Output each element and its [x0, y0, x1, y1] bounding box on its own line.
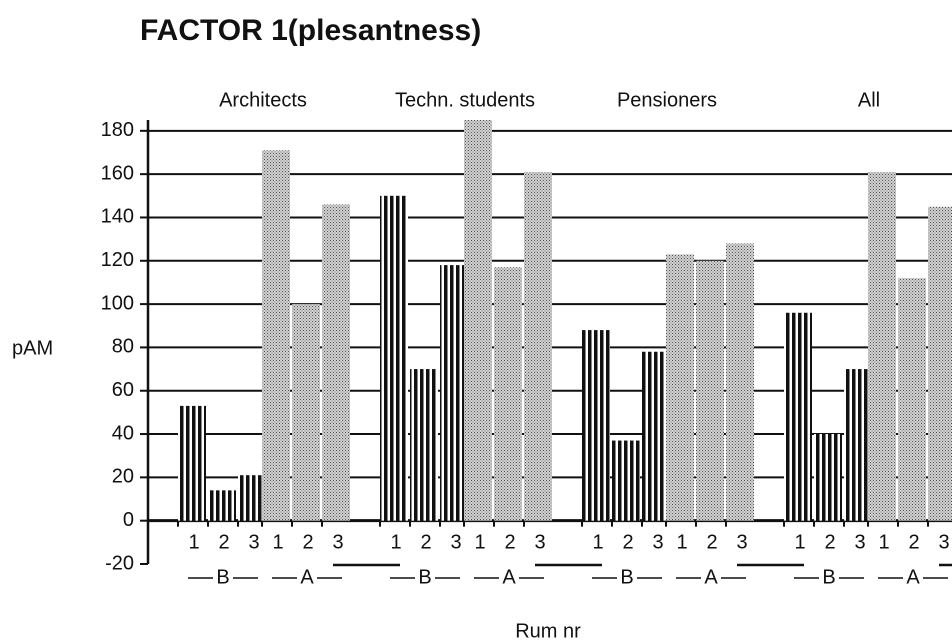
group-label: Architects — [219, 89, 307, 111]
bar — [464, 120, 492, 521]
bar — [322, 204, 350, 521]
bar — [208, 490, 236, 521]
x-tick-label: 3 — [332, 531, 343, 553]
y-axis-label: pAM — [12, 337, 53, 359]
bar — [642, 351, 670, 521]
x-tick-label: 2 — [908, 531, 919, 553]
bar — [410, 369, 438, 521]
chart-title: FACTOR 1(plesantness) — [140, 14, 481, 47]
bar — [868, 171, 896, 521]
subgroup-label: A — [502, 566, 516, 588]
y-tick-label: 60 — [112, 379, 134, 401]
bar — [238, 475, 266, 521]
subgroup-label: B — [620, 566, 633, 588]
bar — [380, 195, 408, 521]
subgroup-label: A — [906, 566, 920, 588]
bar — [898, 278, 926, 521]
x-axis-label: Rum nr — [515, 620, 581, 642]
x-tick-label: 2 — [218, 531, 229, 553]
subgroup-label: B — [216, 566, 229, 588]
subgroup-label: B — [822, 566, 835, 588]
bar — [666, 254, 694, 521]
y-tick-label: 0 — [123, 509, 134, 531]
x-tick-label: 1 — [474, 531, 485, 553]
y-tick-label: 40 — [112, 422, 134, 444]
bar — [440, 265, 468, 521]
bar — [726, 243, 754, 521]
x-tick-label: 3 — [736, 531, 747, 553]
bar — [262, 150, 290, 521]
group-label: Pensioners — [617, 89, 717, 111]
x-tick-label: 1 — [676, 531, 687, 553]
bar — [494, 267, 522, 521]
bar — [292, 304, 320, 521]
bar — [582, 330, 610, 521]
y-tick-label: 120 — [101, 249, 134, 271]
x-tick-label: 3 — [248, 531, 259, 553]
group-label: All — [858, 89, 880, 111]
x-tick-label: 1 — [878, 531, 889, 553]
bar — [524, 171, 552, 521]
y-tick-label: 20 — [112, 466, 134, 488]
x-tick-label: 2 — [302, 531, 313, 553]
x-tick-label: 1 — [272, 531, 283, 553]
y-tick-label: -20 — [105, 552, 134, 574]
subgroup-label: A — [704, 566, 718, 588]
bar — [784, 312, 812, 521]
y-tick-label: 180 — [101, 119, 134, 141]
x-tick-label: 3 — [938, 531, 949, 553]
x-tick-label: 3 — [534, 531, 545, 553]
subgroup-label: B — [418, 566, 431, 588]
x-tick-label: 2 — [706, 531, 717, 553]
x-tick-label: 1 — [794, 531, 805, 553]
bar — [844, 369, 872, 521]
bar — [928, 206, 952, 521]
x-tick-label: 2 — [504, 531, 515, 553]
y-tick-label: 140 — [101, 206, 134, 228]
x-tick-label: 2 — [622, 531, 633, 553]
x-tick-label: 2 — [824, 531, 835, 553]
bar — [814, 434, 842, 521]
group-label: Techn. students — [395, 89, 535, 111]
bar — [612, 440, 640, 521]
y-tick-label: 160 — [101, 162, 134, 184]
bar — [178, 405, 206, 521]
bar — [696, 260, 724, 521]
x-tick-label: 3 — [854, 531, 865, 553]
x-tick-label: 3 — [450, 531, 461, 553]
x-tick-label: 1 — [592, 531, 603, 553]
y-tick-label: 80 — [112, 336, 134, 358]
x-tick-label: 3 — [652, 531, 663, 553]
subgroup-label: A — [300, 566, 314, 588]
x-tick-label: 1 — [188, 531, 199, 553]
x-tick-label: 2 — [420, 531, 431, 553]
x-tick-label: 1 — [390, 531, 401, 553]
y-tick-label: 100 — [101, 292, 134, 314]
